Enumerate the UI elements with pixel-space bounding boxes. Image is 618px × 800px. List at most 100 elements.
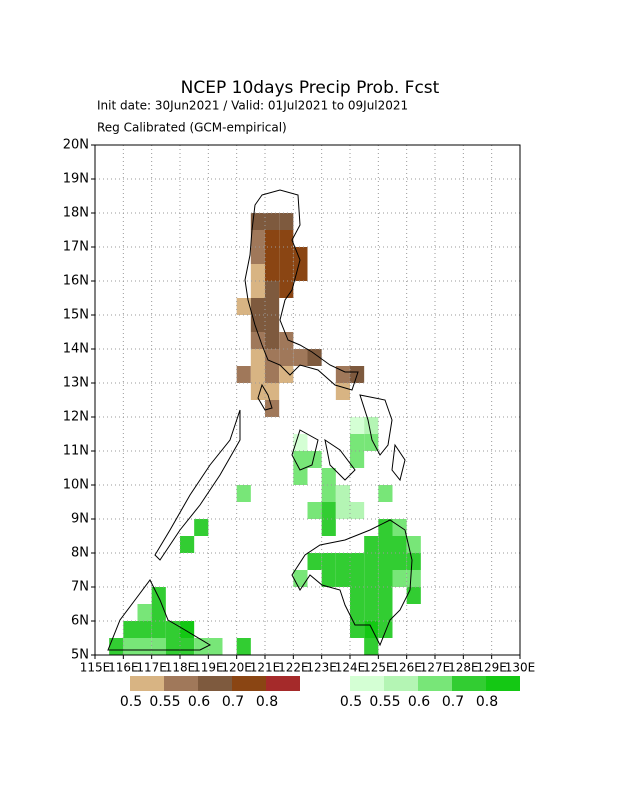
legend: 0.5 0.55 0.6 0.7 0.8 0.5 0.55 0.6 0.7 0.8 (120, 676, 520, 710)
prob-cell (109, 638, 124, 655)
prob-cell (335, 366, 350, 383)
prob-cell (350, 570, 365, 587)
prob-cell (392, 570, 407, 587)
prob-cell (364, 536, 379, 553)
prob-cell (378, 621, 393, 638)
prob-cell (265, 349, 280, 366)
x-tick-label: 123E (306, 661, 337, 675)
prob-cell (364, 587, 379, 604)
prob-cell (293, 434, 308, 451)
legend-swatch (164, 676, 198, 691)
y-tick-label: 19N (63, 172, 89, 187)
prob-cell (151, 604, 166, 621)
prob-cell (293, 451, 308, 468)
x-tick-label: 129E (476, 661, 507, 675)
prob-cell (293, 264, 308, 281)
x-tick-label: 124E (335, 661, 366, 675)
prob-cell (194, 519, 209, 536)
legend-label: 0.8 (256, 694, 278, 710)
note: Reg Calibrated (GCM-empirical) (97, 121, 287, 135)
prob-cell (293, 468, 308, 485)
prob-cell (180, 536, 195, 553)
prob-cell (392, 519, 407, 536)
x-tick-label: 115E (80, 661, 111, 675)
y-tick-label: 18N (63, 206, 89, 221)
legend-swatch (198, 676, 232, 691)
y-tick-label: 14N (63, 342, 89, 357)
map-title: NCEP 10days Precip Prob. Fcst (181, 78, 440, 98)
prob-cell (378, 587, 393, 604)
prob-cell (236, 638, 251, 655)
prob-cell (364, 553, 379, 570)
prob-cell (236, 485, 251, 502)
prob-cell (265, 383, 280, 400)
legend-swatch (486, 676, 520, 691)
x-tick-label: 117E (136, 661, 167, 675)
prob-cell (279, 366, 294, 383)
legend-swatch (130, 676, 164, 691)
prob-cell (335, 502, 350, 519)
subtitle: Init date: 30Jun2021 / Valid: 01Jul2021 … (97, 99, 408, 113)
y-tick-label: 8N (71, 546, 89, 561)
legend-swatch (350, 676, 384, 691)
x-tick-label: 119E (193, 661, 224, 675)
prob-cell (279, 247, 294, 264)
prob-cell (137, 621, 152, 638)
y-tick-label: 16N (63, 274, 89, 289)
prob-cell (208, 638, 223, 655)
legend-label: 0.55 (149, 694, 180, 710)
prob-cell (151, 621, 166, 638)
prob-cell (250, 213, 265, 230)
legend-label: 0.8 (476, 694, 498, 710)
prob-cell (406, 536, 421, 553)
map-frame (94, 144, 521, 656)
x-tick-label: 126E (391, 661, 422, 675)
legend-swatch (232, 676, 266, 691)
x-tick-label: 125E (363, 661, 394, 675)
prob-cell (364, 638, 379, 655)
prob-cell (250, 298, 265, 315)
prob-cell (236, 298, 251, 315)
x-tick-label: 122E (278, 661, 309, 675)
x-tick-label: 130E (505, 661, 536, 675)
prob-cell (335, 553, 350, 570)
prob-cell (180, 621, 195, 638)
y-tick-label: 10N (63, 478, 89, 493)
prob-cell (151, 587, 166, 604)
prob-cell (335, 485, 350, 502)
prob-cell (265, 366, 280, 383)
prob-cell (265, 400, 280, 417)
y-tick-label: 6N (71, 614, 89, 629)
prob-cell (137, 638, 152, 655)
legend-swatch (452, 676, 486, 691)
y-tick-label: 11N (63, 444, 89, 459)
prob-cell (378, 570, 393, 587)
legend-swatch (266, 676, 300, 691)
prob-cell (307, 502, 322, 519)
legend-label: 0.5 (120, 694, 142, 710)
prob-cell (350, 434, 365, 451)
legend-label: 0.6 (408, 694, 430, 710)
prob-cell (265, 213, 280, 230)
prob-cell (350, 451, 365, 468)
prob-cell (151, 638, 166, 655)
prob-cell (321, 502, 336, 519)
prob-cell (165, 638, 180, 655)
prob-cell (321, 553, 336, 570)
prob-cell (364, 417, 379, 434)
prob-cell (364, 604, 379, 621)
prob-cell (406, 570, 421, 587)
x-tick-label: 118E (165, 661, 196, 675)
y-tick-label: 9N (71, 512, 89, 527)
prob-cell (350, 417, 365, 434)
prob-cell (123, 638, 138, 655)
prob-cell (350, 502, 365, 519)
prob-cell (250, 349, 265, 366)
y-tick-label: 5N (71, 648, 89, 663)
prob-cell (250, 247, 265, 264)
y-tick-label: 13N (63, 376, 89, 391)
prob-cell (335, 570, 350, 587)
prob-cell (378, 485, 393, 502)
prob-cell (321, 468, 336, 485)
